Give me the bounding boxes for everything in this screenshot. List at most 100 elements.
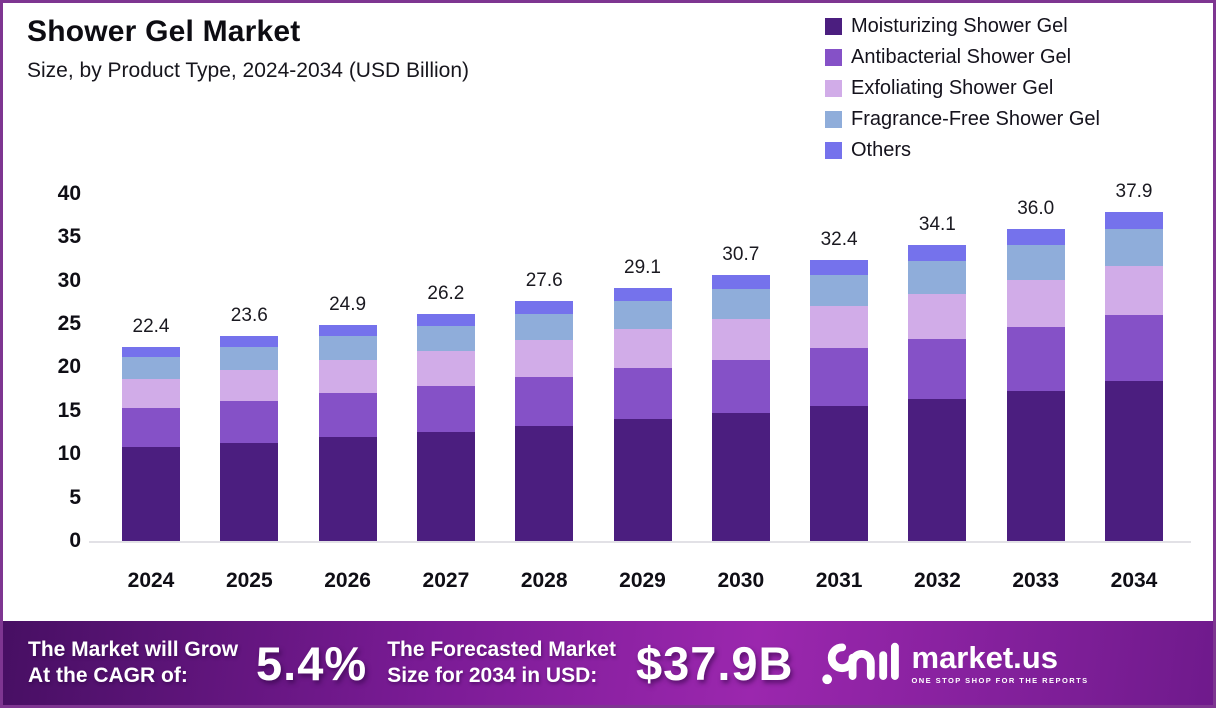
bar-segment-2026-exfoliating-shower-gel <box>318 359 377 393</box>
bar-2028 <box>515 301 574 541</box>
brand-name: market.us <box>911 639 1058 675</box>
bar-total-label-2027: 26.2 <box>427 282 465 304</box>
legend-swatch <box>825 80 842 97</box>
bar-segment-2027-fragrance-free-shower-gel <box>416 325 475 351</box>
bar-segment-2029-antibacterial-shower-gel <box>613 368 672 420</box>
page-subtitle: Size, by Product Type, 2024-2034 (USD Bi… <box>27 59 470 82</box>
brand-text: market.us ONE STOP SHOP FOR THE REPORTS <box>911 639 1089 685</box>
bar-segment-2028-moisturizing-shower-gel <box>515 425 574 541</box>
bar-segment-2033-fragrance-free-shower-gel <box>1006 245 1065 280</box>
bar-segment-2031-moisturizing-shower-gel <box>810 405 869 541</box>
x-axis-label-2029: 2029 <box>619 569 666 592</box>
legend-swatch <box>825 111 842 128</box>
marketus-logo-icon <box>821 642 899 685</box>
bar-segment-2032-fragrance-free-shower-gel <box>908 260 967 294</box>
bar-segment-2024-fragrance-free-shower-gel <box>122 356 180 379</box>
bar-segment-2027-exfoliating-shower-gel <box>416 350 475 386</box>
bar-segment-2025-antibacterial-shower-gel <box>220 401 279 443</box>
bar-segment-2031-others <box>810 259 869 275</box>
bar-total-label-2029: 29.1 <box>624 257 661 279</box>
bar-2029 <box>613 288 672 541</box>
bar-total-label-2033: 36.0 <box>1017 197 1055 219</box>
bar-2032 <box>908 245 967 541</box>
y-axis-tick-5: 5 <box>69 485 81 509</box>
bar-segment-2029-exfoliating-shower-gel <box>613 329 672 369</box>
cagr-label-line2: At the CAGR of: <box>28 664 188 687</box>
x-axis-label-2033: 2033 <box>1012 569 1060 592</box>
bar-segment-2033-others <box>1006 228 1065 245</box>
y-axis-tick-15: 15 <box>57 398 81 422</box>
y-axis-tick-10: 10 <box>57 442 81 466</box>
bar-total-label-2034: 37.9 <box>1115 181 1153 203</box>
bar-segment-2032-exfoliating-shower-gel <box>908 293 967 339</box>
legend-label: Others <box>851 139 912 161</box>
legend-item-4: Fragrance-Free Shower Gel <box>825 108 1100 131</box>
brand-logo: market.us ONE STOP SHOP FOR THE REPORTS <box>820 634 1089 692</box>
bar-segment-2034-moisturizing-shower-gel <box>1105 381 1163 541</box>
legend-swatch <box>825 49 842 66</box>
y-axis-tick-0: 0 <box>69 529 81 552</box>
page-title: Shower Gel Market <box>27 15 301 48</box>
bar-segment-2032-antibacterial-shower-gel <box>908 338 967 399</box>
bar-segment-2029-others <box>613 288 672 302</box>
bar-segment-2031-exfoliating-shower-gel <box>810 305 869 349</box>
header: Shower Gel Market Size, by Product Type,… <box>27 15 469 83</box>
bar-segment-2032-moisturizing-shower-gel <box>908 398 967 541</box>
bar-total-label-2031: 32.4 <box>820 228 858 250</box>
bar-2025 <box>220 336 279 541</box>
bar-total-label-2028: 27.6 <box>525 270 563 292</box>
legend-item-3: Exfoliating Shower Gel <box>825 77 1100 100</box>
bar-segment-2034-antibacterial-shower-gel <box>1105 315 1163 382</box>
bar-segment-2025-fragrance-free-shower-gel <box>220 347 279 370</box>
legend-item-5: Others <box>825 139 1100 162</box>
bar-segment-2030-fragrance-free-shower-gel <box>711 289 770 319</box>
bar-2027 <box>416 313 475 541</box>
bar-2024 <box>122 346 180 541</box>
bar-segment-2029-moisturizing-shower-gel <box>613 419 672 541</box>
bar-segment-2024-others <box>122 346 180 357</box>
bar-segment-2026-antibacterial-shower-gel <box>318 392 377 437</box>
x-axis-label-2027: 2027 <box>422 569 470 592</box>
x-axis-label-2024: 2024 <box>127 569 175 592</box>
legend-label: Moisturizing Shower Gel <box>851 15 1068 37</box>
x-axis-label-2034: 2034 <box>1110 569 1158 592</box>
bar-2033 <box>1006 228 1065 541</box>
y-axis-tick-35: 35 <box>57 225 81 249</box>
brand-tagline: ONE STOP SHOP FOR THE REPORTS <box>911 675 1089 685</box>
bar-2031 <box>810 259 869 541</box>
bar-segment-2026-others <box>318 324 377 337</box>
bar-segment-2025-exfoliating-shower-gel <box>220 369 279 402</box>
bar-segment-2034-exfoliating-shower-gel <box>1105 265 1163 316</box>
bar-2030 <box>711 274 770 541</box>
bar-segment-2030-others <box>711 274 770 290</box>
bar-segment-2026-fragrance-free-shower-gel <box>318 336 377 360</box>
x-axis-label-2031: 2031 <box>815 569 863 592</box>
x-axis-label-2025: 2025 <box>225 569 273 592</box>
cagr-label-line1: The Market will Grow <box>28 638 239 661</box>
x-axis-line <box>89 541 1191 543</box>
y-axis-tick-40: 40 <box>57 181 81 205</box>
bar-segment-2028-fragrance-free-shower-gel <box>515 314 574 341</box>
x-axis-label-2026: 2026 <box>324 569 371 592</box>
forecast-label-line2: Size for 2034 in USD: <box>387 664 598 687</box>
cagr-label: The Market will Grow At the CAGR of: <box>28 637 238 689</box>
forecast-value: $37.9B <box>635 636 794 690</box>
x-axis-label-2030: 2030 <box>717 569 765 592</box>
bar-segment-2026-moisturizing-shower-gel <box>318 436 377 541</box>
stacked-bar-chart: 0 5 10 15 20 25 30 35 40 22.4 2024 23.6 2025 24.9 2026… <box>3 3 1213 705</box>
cagr-value: 5.4% <box>256 636 368 690</box>
bar-segment-2024-exfoliating-shower-gel <box>122 378 180 409</box>
bar-segment-2027-others <box>416 313 475 326</box>
bar-total-label-2024: 22.4 <box>132 315 170 337</box>
bar-segment-2031-antibacterial-shower-gel <box>810 348 869 406</box>
legend-label: Antibacterial Shower Gel <box>851 46 1072 68</box>
y-axis-tick-25: 25 <box>57 312 81 335</box>
bar-segment-2034-fragrance-free-shower-gel <box>1105 228 1163 266</box>
bar-segment-2034-others <box>1105 212 1163 229</box>
bar-segment-2024-antibacterial-shower-gel <box>122 408 180 448</box>
bar-segment-2030-exfoliating-shower-gel <box>711 318 770 360</box>
bar-segment-2032-others <box>908 245 967 261</box>
bar-segment-2027-moisturizing-shower-gel <box>416 431 475 541</box>
bar-segment-2029-fragrance-free-shower-gel <box>613 301 672 330</box>
